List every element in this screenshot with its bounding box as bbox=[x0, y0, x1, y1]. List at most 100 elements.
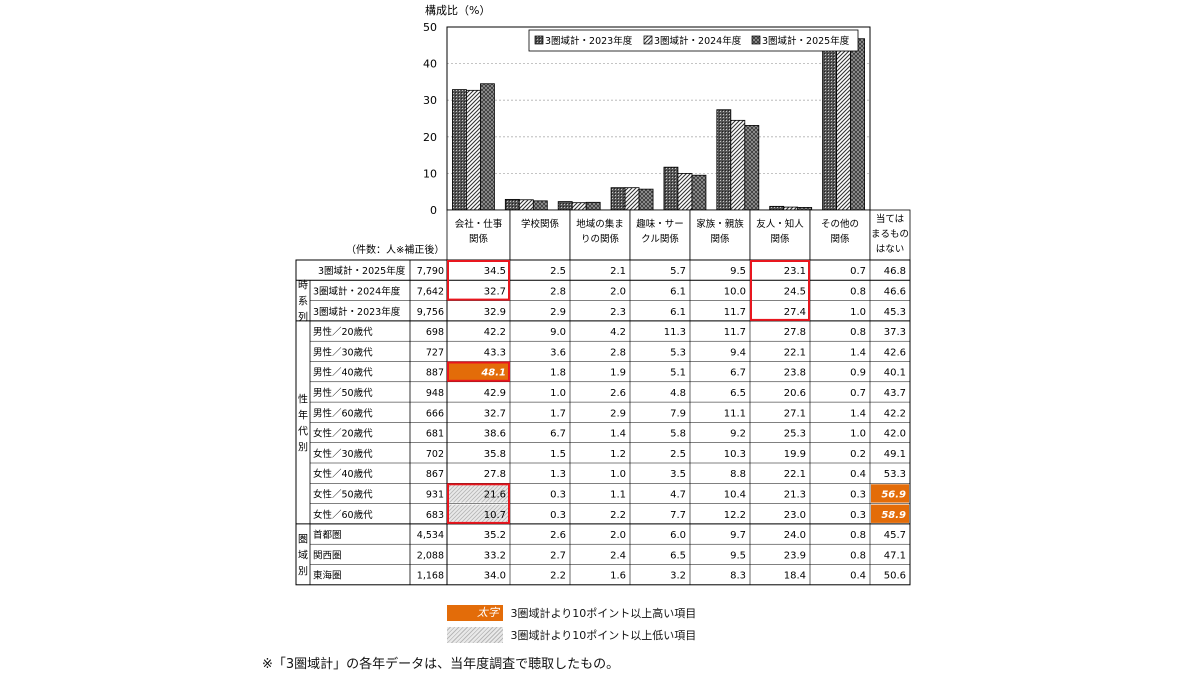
value-cell: 1.5 bbox=[550, 449, 566, 460]
value-cell: 35.8 bbox=[484, 449, 506, 460]
high-swatch: 太字 bbox=[447, 605, 503, 621]
y-tick-label: 30 bbox=[423, 94, 437, 107]
value-cell: 5.8 bbox=[670, 429, 686, 440]
low-label: 3圏域計より10ポイント以上低い項目 bbox=[510, 629, 697, 642]
header-cell bbox=[809, 209, 871, 261]
legend-entry: 3圏域計・2023年度 bbox=[545, 35, 633, 47]
row-label: 男性／50歳代 bbox=[313, 387, 373, 399]
value-cell: 3.6 bbox=[550, 347, 566, 358]
value-cell: 23.9 bbox=[784, 550, 806, 561]
value-cell: 11.1 bbox=[724, 408, 746, 419]
value-cell: 6.7 bbox=[730, 368, 746, 379]
value-cell: 4.7 bbox=[670, 489, 686, 500]
value-cell: 10.0 bbox=[724, 286, 746, 297]
row-label: 男性／40歳代 bbox=[313, 367, 373, 379]
value-cell: 40.1 bbox=[884, 368, 906, 379]
value-cell: 1.3 bbox=[550, 469, 566, 480]
header-cell bbox=[509, 209, 571, 261]
row-count: 683 bbox=[426, 510, 444, 521]
value-cell: 2.6 bbox=[550, 530, 566, 541]
category-label: 趣味・サー bbox=[636, 218, 684, 230]
category-label: 会社・仕事 bbox=[455, 218, 503, 230]
row-count: 7,790 bbox=[417, 266, 444, 277]
red-highlight-box bbox=[447, 361, 510, 382]
value-cell: 24.5 bbox=[784, 286, 806, 297]
value-cell: 2.0 bbox=[610, 286, 626, 297]
row-label: 女性／30歳代 bbox=[313, 448, 373, 460]
value-cell: 11.3 bbox=[664, 327, 686, 338]
value-cell: 38.6 bbox=[484, 429, 506, 440]
value-cell: 9.0 bbox=[550, 327, 566, 338]
high-label: 3圏域計より10ポイント以上高い項目 bbox=[510, 607, 697, 620]
value-cell: 5.1 bbox=[670, 368, 686, 379]
bar bbox=[836, 39, 851, 211]
value-cell: 9.5 bbox=[730, 266, 746, 277]
row-count: 9,756 bbox=[417, 307, 444, 318]
category-label: 関係 bbox=[830, 234, 850, 245]
category-label: りの関係 bbox=[581, 234, 620, 245]
value-cell: 24.0 bbox=[784, 530, 806, 541]
value-cell: 12.2 bbox=[724, 510, 746, 521]
category-label: 関係 bbox=[469, 234, 489, 245]
value-cell: 0.8 bbox=[850, 530, 866, 541]
value-cell: 53.3 bbox=[884, 469, 906, 480]
low-swatch bbox=[447, 627, 503, 643]
value-cell: 3.5 bbox=[670, 469, 686, 480]
red-highlight-box bbox=[447, 260, 510, 301]
category-label: 地域の集ま bbox=[576, 218, 624, 230]
row-count: 7,642 bbox=[417, 286, 444, 297]
y-tick-label: 40 bbox=[423, 58, 437, 71]
plot-frame bbox=[446, 26, 871, 211]
value-cell: 27.8 bbox=[784, 327, 806, 338]
value-cell: 11.7 bbox=[724, 307, 746, 318]
value-cell: 21.3 bbox=[784, 489, 806, 500]
legend-frame bbox=[528, 29, 859, 52]
row-count: 867 bbox=[426, 469, 444, 480]
y-tick-label: 0 bbox=[430, 204, 437, 217]
row-label: 男性／20歳代 bbox=[313, 326, 373, 338]
value-cell: 3.2 bbox=[670, 571, 686, 582]
bar bbox=[769, 205, 785, 211]
value-cell: 0.3 bbox=[550, 510, 566, 521]
category-label: はない bbox=[876, 244, 905, 255]
row-count: 4,534 bbox=[417, 530, 444, 541]
row-count: 931 bbox=[426, 489, 444, 500]
value-cell: 42.0 bbox=[884, 429, 906, 440]
value-cell: 2.8 bbox=[610, 347, 626, 358]
value-cell: 1.6 bbox=[610, 571, 626, 582]
value-cell: 42.6 bbox=[884, 347, 906, 358]
value-cell: 0.7 bbox=[850, 388, 866, 399]
value-cell: 45.3 bbox=[884, 307, 906, 318]
header-cell bbox=[446, 209, 511, 261]
value-cell: 23.1 bbox=[784, 266, 806, 277]
value-cell: 46.6 bbox=[884, 286, 906, 297]
value-cell: 34.0 bbox=[484, 571, 506, 582]
value-cell: 48.1 bbox=[480, 368, 506, 379]
value-cell: 1.0 bbox=[850, 429, 866, 440]
value-cell: 32.7 bbox=[484, 286, 506, 297]
value-cell: 8.8 bbox=[730, 469, 746, 480]
group-label: 性 bbox=[298, 392, 308, 405]
row-label: 女性／40歳代 bbox=[313, 468, 373, 480]
value-cell: 9.7 bbox=[730, 530, 746, 541]
footnote: ※「3圏域計」の各年データは、当年度調査で聴取したもの。 bbox=[262, 657, 620, 672]
value-cell: 0.3 bbox=[850, 489, 866, 500]
bar bbox=[532, 200, 548, 211]
bar bbox=[624, 187, 640, 211]
category-label: まるもの bbox=[871, 229, 909, 240]
value-cell: 56.9 bbox=[881, 489, 906, 500]
legend-swatch bbox=[643, 35, 653, 45]
value-cell: 1.2 bbox=[610, 449, 626, 460]
legend-entry: 3圏域計・2025年度 bbox=[762, 35, 850, 47]
row-count: 2,088 bbox=[417, 550, 444, 561]
high-cell bbox=[871, 484, 909, 503]
high-cell bbox=[871, 504, 909, 523]
category-label: 友人・知人 bbox=[756, 218, 804, 230]
header-cell bbox=[749, 209, 811, 261]
low-cell bbox=[448, 484, 509, 503]
bar bbox=[452, 89, 467, 211]
category-label: 当ては bbox=[876, 213, 905, 225]
value-cell: 7.7 bbox=[670, 510, 686, 521]
value-cell: 49.1 bbox=[884, 449, 906, 460]
